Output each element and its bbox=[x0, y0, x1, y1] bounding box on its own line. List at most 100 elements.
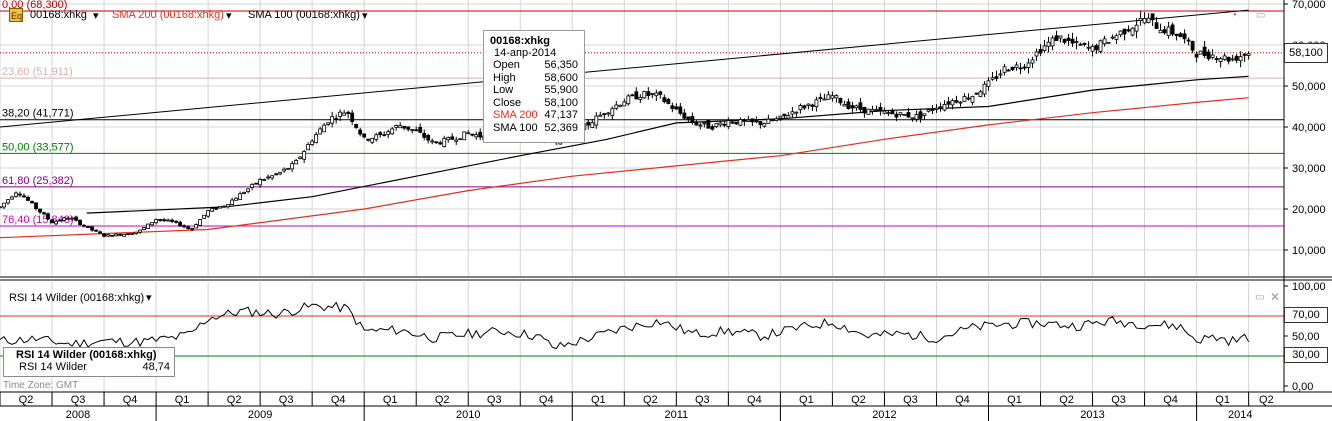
candle-body bbox=[642, 91, 647, 99]
candle-body bbox=[898, 112, 903, 115]
candle-body bbox=[270, 175, 275, 179]
candle-body bbox=[1034, 51, 1039, 57]
candle-body bbox=[110, 234, 114, 237]
candle-body bbox=[18, 193, 22, 196]
candle-body bbox=[938, 106, 943, 109]
rsi-y-tick-label: 100,00 bbox=[1292, 281, 1326, 293]
quarter-label: Q1 bbox=[175, 394, 190, 406]
year-label: 2013 bbox=[1080, 409, 1104, 421]
settings-icon[interactable]: ▭ bbox=[1256, 10, 1266, 21]
candle-body bbox=[334, 118, 339, 120]
candle-body bbox=[362, 133, 367, 138]
tooltip-value: 52,369 bbox=[544, 121, 578, 134]
candle-body bbox=[254, 182, 259, 185]
candle-body bbox=[722, 123, 727, 126]
symbol-label[interactable]: 00168:xhkg bbox=[30, 9, 87, 21]
quarter-label: Q3 bbox=[903, 394, 918, 406]
candle-body bbox=[1150, 13, 1155, 21]
candle-body bbox=[1118, 30, 1123, 36]
candle-body bbox=[462, 131, 467, 141]
candle-body bbox=[650, 93, 655, 95]
dropdown-arrow-icon[interactable]: ▾ bbox=[226, 10, 232, 22]
candle-body bbox=[0, 206, 2, 209]
candle-body bbox=[1006, 69, 1011, 72]
candle-body bbox=[46, 213, 50, 220]
candle-body bbox=[934, 107, 939, 110]
candle-body bbox=[618, 104, 623, 107]
maximize-icon[interactable]: ▭ bbox=[1255, 292, 1265, 303]
candle-body bbox=[350, 112, 355, 122]
candle-body bbox=[662, 97, 667, 103]
candle-body bbox=[238, 193, 243, 200]
candle-body bbox=[1070, 38, 1075, 44]
candle-body bbox=[1094, 45, 1099, 51]
tooltip-label: High bbox=[493, 71, 516, 84]
candle-body bbox=[1066, 37, 1071, 41]
dropdown-arrow-icon[interactable]: ▾ bbox=[362, 10, 368, 22]
rsi-30-tag: 30,00 bbox=[1284, 347, 1328, 363]
candle-body bbox=[150, 222, 154, 226]
candle-body bbox=[794, 111, 799, 114]
candle-body bbox=[342, 112, 347, 116]
candle-body bbox=[778, 115, 783, 119]
candle-body bbox=[38, 208, 42, 213]
candle-body bbox=[1162, 29, 1167, 34]
candle-body bbox=[390, 128, 395, 135]
candle-body bbox=[226, 204, 231, 208]
candle-body bbox=[1054, 35, 1059, 42]
candle-body bbox=[442, 137, 447, 147]
candle-body bbox=[806, 103, 811, 106]
tooltip-label: SMA 100 bbox=[493, 121, 538, 134]
sma200-legend[interactable]: SMA 200 (00168:xhkg) bbox=[112, 9, 224, 21]
candle-body bbox=[634, 91, 639, 100]
candle-body bbox=[1126, 29, 1131, 32]
candle-body bbox=[978, 91, 983, 98]
candle-body bbox=[706, 119, 711, 129]
candle-body bbox=[1190, 40, 1195, 51]
candle-body bbox=[1098, 40, 1103, 52]
candle-body bbox=[366, 138, 371, 141]
candle-body bbox=[1030, 59, 1035, 64]
close-icon[interactable]: ✕ bbox=[1270, 290, 1281, 304]
candle-body bbox=[1214, 58, 1219, 61]
candle-body bbox=[882, 110, 887, 114]
fib-level-label: 38,20 (41,771) bbox=[2, 108, 74, 120]
candle-body bbox=[886, 112, 891, 115]
candle-body bbox=[250, 183, 255, 188]
candle-body bbox=[118, 233, 122, 236]
candle-body bbox=[622, 101, 627, 107]
candle-body bbox=[610, 108, 615, 116]
quarter-label: Q3 bbox=[695, 394, 710, 406]
rsi-panel bbox=[0, 301, 1284, 357]
rsi-legend[interactable]: RSI 14 Wilder (00168:xhkg) bbox=[9, 292, 145, 304]
dropdown-arrow-icon[interactable]: ▾ bbox=[146, 292, 152, 304]
sma100-legend[interactable]: SMA 100 (00168:xhkg) bbox=[248, 9, 360, 21]
dropdown-arrow-icon[interactable]: ▾ bbox=[93, 10, 99, 22]
symbol-icon[interactable]: Eq bbox=[9, 8, 23, 25]
candle-body bbox=[1238, 56, 1243, 62]
alert-icon[interactable]: ◔ bbox=[1231, 10, 1238, 21]
tooltip-row: SMA 200 47,137 bbox=[484, 109, 584, 122]
candle-body bbox=[998, 73, 1003, 76]
candle-body bbox=[74, 216, 78, 221]
candle-body bbox=[1198, 50, 1203, 55]
candle-body bbox=[1082, 42, 1087, 45]
tooltip-row: Open 56,350 bbox=[484, 59, 584, 72]
candle-body bbox=[338, 111, 343, 117]
candle-body bbox=[758, 121, 763, 125]
candle-body bbox=[278, 171, 283, 175]
candle-body bbox=[674, 106, 679, 110]
quarter-label: Q4 bbox=[123, 394, 138, 406]
quarter-label: Q2 bbox=[435, 394, 450, 406]
candle-body bbox=[638, 96, 643, 100]
candle-body bbox=[770, 119, 775, 122]
rsi-70-tag: 70,00 bbox=[1284, 307, 1328, 323]
candle-body bbox=[102, 233, 106, 237]
candle-body bbox=[262, 179, 267, 181]
candle-body bbox=[866, 108, 871, 115]
candle-body bbox=[182, 225, 186, 228]
candle-body bbox=[798, 105, 803, 111]
year-label: 2009 bbox=[248, 409, 272, 421]
fibonacci-levels: 0,00 (68,300) 23,60 (51,911) 38,20 (41,771… bbox=[0, 0, 1284, 227]
candle-body bbox=[814, 99, 819, 108]
